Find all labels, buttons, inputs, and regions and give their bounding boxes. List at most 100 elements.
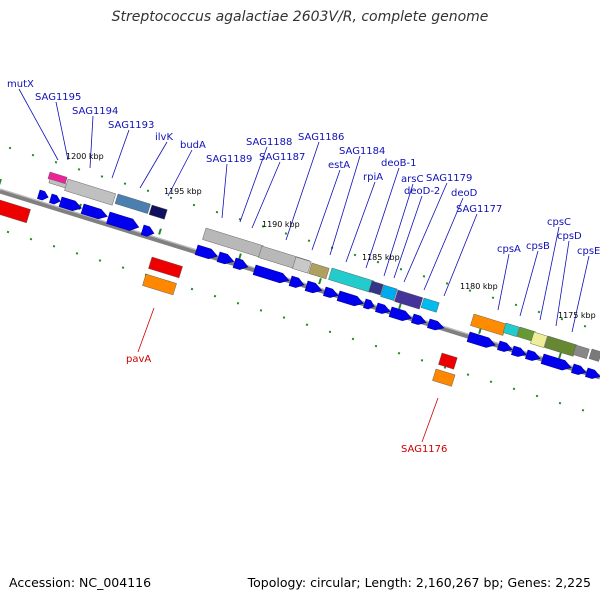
tick-minor — [121, 266, 125, 269]
callout-line — [443, 213, 478, 297]
gene-label: SAG1187 — [259, 152, 305, 163]
tick-minor — [123, 182, 127, 185]
tick-minor — [468, 289, 472, 292]
tick-major — [318, 278, 322, 285]
cds-arrow — [540, 353, 572, 371]
tick-minor — [489, 380, 493, 383]
tick-marks — [0, 146, 587, 412]
gene-box — [148, 204, 168, 220]
cds-arrow — [427, 318, 445, 331]
gene-box — [588, 348, 600, 362]
tick-minor — [466, 373, 470, 376]
cds-arrow — [49, 193, 61, 205]
tick-major — [158, 228, 162, 235]
tick-minor — [98, 259, 102, 262]
cds-arrow — [216, 251, 235, 265]
gene-label: SAG1193 — [108, 120, 154, 131]
tick-minor — [236, 302, 240, 305]
tick-minor — [535, 394, 539, 398]
gene-box — [470, 313, 507, 336]
tick-minor — [192, 203, 196, 207]
rrna-box — [438, 352, 458, 370]
kbp-label: 1180 kbp — [460, 282, 498, 291]
gene-label: rpiA — [363, 172, 383, 183]
gene-label: cpsE — [577, 246, 600, 257]
kbp-label: 1175 kbp — [558, 311, 596, 320]
tick-minor — [445, 282, 449, 285]
cds-arrow — [511, 345, 527, 357]
gene-label: SAG1188 — [246, 137, 292, 148]
gene-label: arsC — [401, 174, 423, 185]
gene-box — [64, 178, 117, 206]
callout-line — [251, 161, 281, 229]
callout-line — [111, 129, 130, 179]
cds-arrow — [140, 224, 155, 237]
gene-label: cpsA — [497, 244, 521, 255]
tick-minor — [54, 161, 58, 164]
tick-minor — [8, 146, 12, 150]
callout-line — [403, 182, 448, 283]
callout-line — [89, 115, 94, 169]
tick-minor — [328, 330, 332, 334]
callout-line — [519, 250, 539, 317]
cds-arrow — [525, 349, 541, 361]
topology-text: Topology: circular; Length: 2,160,267 bp… — [247, 575, 591, 590]
gene-label: mutX — [7, 79, 34, 90]
tick-minor — [282, 316, 286, 319]
cds-arrow — [497, 340, 513, 352]
kbp-label: 1195 kbp — [164, 187, 202, 196]
tick-major — [398, 302, 402, 310]
gene-label: SAG1179 — [426, 173, 472, 184]
tick-major — [478, 327, 482, 334]
cds-arrow — [58, 196, 82, 211]
gene-label: ilvK — [155, 132, 173, 143]
tick-minor — [537, 310, 541, 314]
gene-label: deoD — [451, 188, 478, 199]
tick-major — [0, 178, 2, 186]
callout-line — [571, 255, 590, 333]
tick-minor — [169, 196, 173, 200]
gene-label: SAG1189 — [206, 154, 252, 165]
gene-label: cpsB — [526, 241, 550, 252]
callout-line — [421, 397, 439, 443]
callout-line — [393, 195, 423, 279]
tick-minor — [77, 168, 81, 171]
tick-minor — [284, 232, 288, 235]
gene-box — [394, 289, 424, 310]
cds-arrow — [288, 275, 305, 288]
tick-minor — [31, 153, 35, 157]
callout-line — [423, 197, 464, 291]
callout-line — [139, 141, 168, 189]
tick-minor — [305, 323, 309, 326]
tick-minor — [146, 189, 150, 193]
gene-box — [114, 193, 151, 214]
tick-minor — [374, 344, 378, 348]
kbp-labels: 1200 kbp 1195 kbp 1190 kbp 1185 kbp 1180 kbp… — [66, 152, 596, 320]
cds-arrow — [585, 367, 600, 379]
cds-arrow — [252, 264, 290, 284]
callout-line — [329, 155, 361, 256]
cds-arrow — [411, 313, 427, 325]
tick-minor — [399, 267, 403, 271]
callout-line — [383, 183, 414, 277]
cds-arrow — [304, 280, 323, 294]
tick-minor — [514, 303, 518, 307]
gene-box — [572, 344, 590, 359]
callout-line — [555, 240, 570, 327]
gene-label: SAG1194 — [72, 106, 118, 117]
tick-minor — [512, 387, 516, 391]
map-title: Streptococcus agalactiae 2603V/R, comple… — [111, 9, 489, 25]
tick-minor — [397, 351, 401, 355]
callout-line — [167, 149, 193, 197]
gene-box — [368, 280, 384, 296]
gene-box — [420, 297, 440, 313]
tick-minor — [75, 252, 79, 255]
tick-minor — [52, 245, 56, 248]
callout-line — [539, 226, 560, 321]
gene-features — [0, 171, 600, 387]
gene-label: SAG1186 — [298, 132, 344, 143]
kbp-label: 1185 kbp — [362, 253, 400, 262]
tick-major — [238, 253, 242, 260]
tick-minor — [261, 225, 265, 228]
